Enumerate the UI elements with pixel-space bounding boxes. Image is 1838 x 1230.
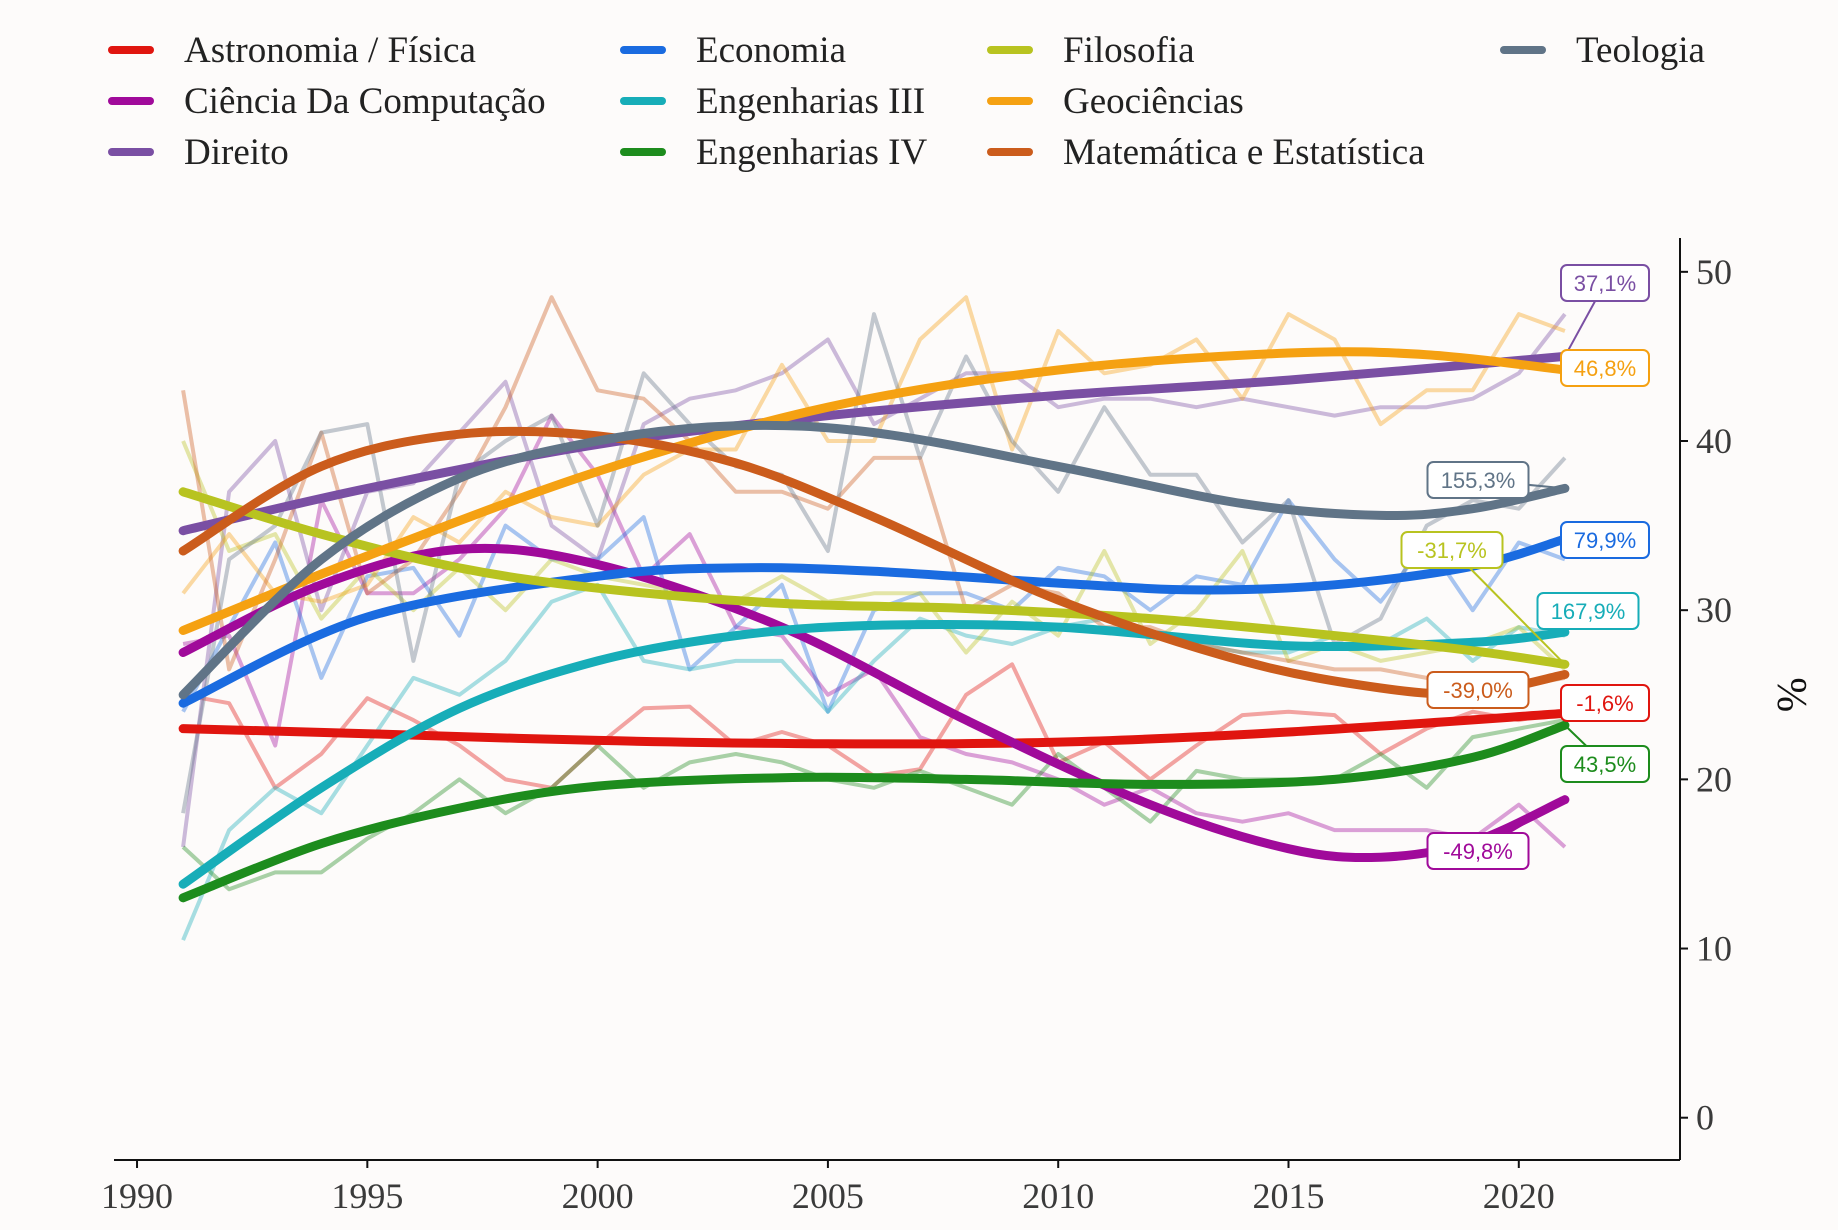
y-tick-label: 20 — [1696, 759, 1732, 799]
trend-line — [178, 534, 1570, 708]
legend-label: Teologia — [1576, 29, 1705, 71]
legend-label: Geociências — [1063, 80, 1244, 122]
legend-item: Matemática e Estatística — [987, 130, 1425, 174]
label-box — [1560, 264, 1650, 302]
data-label: -49,8% — [1443, 839, 1513, 864]
legend-swatch — [108, 148, 154, 156]
data-label: 155,3% — [1441, 468, 1516, 493]
x-tick-label: 1995 — [331, 1176, 403, 1216]
label-box — [1426, 461, 1530, 499]
legend-label: Economia — [696, 29, 847, 71]
legend-label: Direito — [184, 131, 289, 173]
trend-line — [178, 347, 1570, 635]
label-box — [1560, 349, 1650, 387]
legend-swatch — [620, 46, 666, 54]
legend-swatch — [108, 97, 154, 105]
raw-series-line — [181, 295, 1566, 604]
trend-line — [178, 619, 1570, 889]
legend-label: Engenharias IV — [696, 131, 928, 173]
y-axis-title: % — [1768, 677, 1814, 712]
x-tick-label: 2020 — [1483, 1176, 1555, 1216]
legend-label: Ciência Da Computação — [184, 80, 546, 122]
legend-item: Engenharias IV — [620, 130, 927, 174]
label-box — [1426, 671, 1530, 709]
legend-label: Matemática e Estatística — [1063, 131, 1425, 173]
data-label: 43,5% — [1574, 752, 1636, 777]
label-box — [1560, 521, 1650, 559]
data-label: 167,9% — [1551, 599, 1626, 624]
data-label: 37,1% — [1574, 271, 1636, 296]
data-label: -39,0% — [1443, 678, 1513, 703]
legend-item: Engenharias III — [620, 79, 925, 123]
legend-item: Teologia — [1500, 28, 1705, 72]
trend-line — [178, 351, 1570, 536]
x-tick-label: 1990 — [101, 1176, 173, 1216]
y-tick-label: 50 — [1696, 252, 1732, 292]
y-tick-label: 0 — [1696, 1098, 1714, 1138]
legend-item: Ciência Da Computação — [108, 79, 546, 123]
y-tick-label: 10 — [1696, 929, 1732, 969]
legend-item: Direito — [108, 130, 289, 174]
y-tick-label: 30 — [1696, 590, 1732, 630]
x-tick-label: 2005 — [792, 1176, 864, 1216]
legend-swatch — [987, 97, 1033, 105]
y-tick-label: 40 — [1696, 421, 1732, 461]
legend-item: Astronomia / Física — [108, 28, 476, 72]
x-tick-label: 2010 — [1022, 1176, 1094, 1216]
trend-line — [178, 487, 1570, 669]
label-connector — [1451, 549, 1566, 666]
data-label: 79,9% — [1574, 528, 1636, 553]
label-box — [1400, 531, 1504, 569]
data-label: 46,8% — [1574, 356, 1636, 381]
x-tick-label: 2000 — [562, 1176, 634, 1216]
trend-line — [178, 708, 1570, 749]
legend-label: Engenharias III — [696, 80, 926, 122]
label-box — [1536, 592, 1640, 630]
x-tick-label: 2015 — [1253, 1176, 1325, 1216]
legend-swatch — [620, 148, 666, 156]
legend-label: Filosofia — [1063, 29, 1195, 71]
trend-line — [178, 420, 1570, 700]
trend-line — [178, 426, 1570, 699]
legend-swatch — [987, 46, 1033, 54]
label-box — [1426, 832, 1530, 870]
trend-line — [178, 720, 1570, 903]
legend: Astronomia / Física Ciência Da Computação… — [0, 28, 1838, 198]
data-label: -1,6% — [1576, 691, 1633, 716]
legend-item: Geociências — [987, 79, 1244, 123]
legend-label: Astronomia / Física — [184, 29, 476, 71]
legend-swatch — [620, 97, 666, 105]
legend-swatch — [108, 46, 154, 54]
legend-swatch — [1500, 46, 1546, 54]
legend-swatch — [987, 148, 1033, 156]
legend-item: Filosofia — [987, 28, 1195, 72]
legend-item: Economia — [620, 28, 846, 72]
data-label: -31,7% — [1417, 538, 1487, 563]
label-box — [1560, 745, 1650, 783]
label-box — [1560, 684, 1650, 722]
